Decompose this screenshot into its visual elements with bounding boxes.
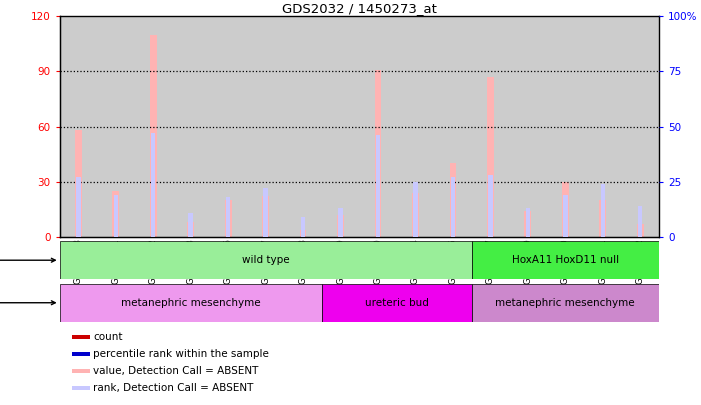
Text: count: count — [93, 332, 123, 342]
Bar — [449, 163, 456, 237]
Bar — [72, 335, 90, 339]
Title: GDS2032 / 1450273_at: GDS2032 / 1450273_at — [282, 2, 437, 15]
Bar — [76, 177, 81, 237]
Text: metanephric mesenchyme: metanephric mesenchyme — [496, 298, 635, 308]
Bar — [189, 213, 193, 237]
Bar — [509, 16, 547, 237]
Bar — [75, 130, 82, 237]
Bar — [376, 135, 380, 237]
Text: wild type: wild type — [242, 255, 290, 265]
Bar — [413, 182, 418, 237]
Bar — [584, 16, 622, 237]
Bar — [300, 230, 306, 237]
Bar — [226, 197, 231, 237]
Bar — [60, 284, 322, 322]
Bar — [339, 208, 343, 237]
Bar — [397, 16, 434, 237]
Bar — [563, 195, 568, 237]
Bar — [172, 16, 210, 237]
Bar — [97, 16, 135, 237]
Bar — [72, 369, 90, 373]
Bar — [135, 16, 172, 237]
Bar — [472, 241, 659, 279]
Bar — [187, 222, 194, 237]
Text: value, Detection Call = ABSENT: value, Detection Call = ABSENT — [93, 366, 259, 376]
Bar — [637, 224, 644, 237]
Bar — [599, 200, 606, 237]
Bar — [72, 386, 90, 390]
Bar — [622, 16, 659, 237]
Bar — [547, 16, 584, 237]
Bar — [638, 206, 642, 237]
Bar — [112, 191, 119, 237]
Bar — [337, 215, 344, 237]
Bar — [285, 16, 322, 237]
Bar — [487, 77, 494, 237]
Bar — [60, 241, 472, 279]
Text: genotype/variation: genotype/variation — [0, 255, 55, 265]
Bar — [472, 16, 509, 237]
Bar — [488, 175, 493, 237]
Bar — [114, 195, 118, 237]
Bar — [374, 70, 381, 237]
Bar — [562, 182, 569, 237]
Text: percentile rank within the sample: percentile rank within the sample — [93, 349, 269, 359]
Bar — [72, 352, 90, 356]
Bar — [262, 196, 269, 237]
Bar — [601, 184, 605, 237]
Bar — [322, 284, 472, 322]
Bar — [359, 16, 397, 237]
Bar — [412, 193, 418, 237]
Bar — [472, 284, 659, 322]
Text: ureteric bud: ureteric bud — [365, 298, 428, 308]
Bar — [210, 16, 247, 237]
Bar — [526, 208, 530, 237]
Text: tissue: tissue — [0, 298, 55, 308]
Bar — [451, 177, 455, 237]
Bar — [150, 34, 156, 237]
Bar — [225, 200, 231, 237]
Bar — [524, 211, 531, 237]
Bar — [264, 188, 268, 237]
Bar — [434, 16, 472, 237]
Bar — [301, 217, 306, 237]
Text: HoxA11 HoxD11 null: HoxA11 HoxD11 null — [512, 255, 619, 265]
Text: rank, Detection Call = ABSENT: rank, Detection Call = ABSENT — [93, 383, 253, 393]
Bar — [60, 16, 97, 237]
Bar — [151, 133, 156, 237]
Text: metanephric mesenchyme: metanephric mesenchyme — [121, 298, 261, 308]
Bar — [322, 16, 359, 237]
Bar — [247, 16, 285, 237]
